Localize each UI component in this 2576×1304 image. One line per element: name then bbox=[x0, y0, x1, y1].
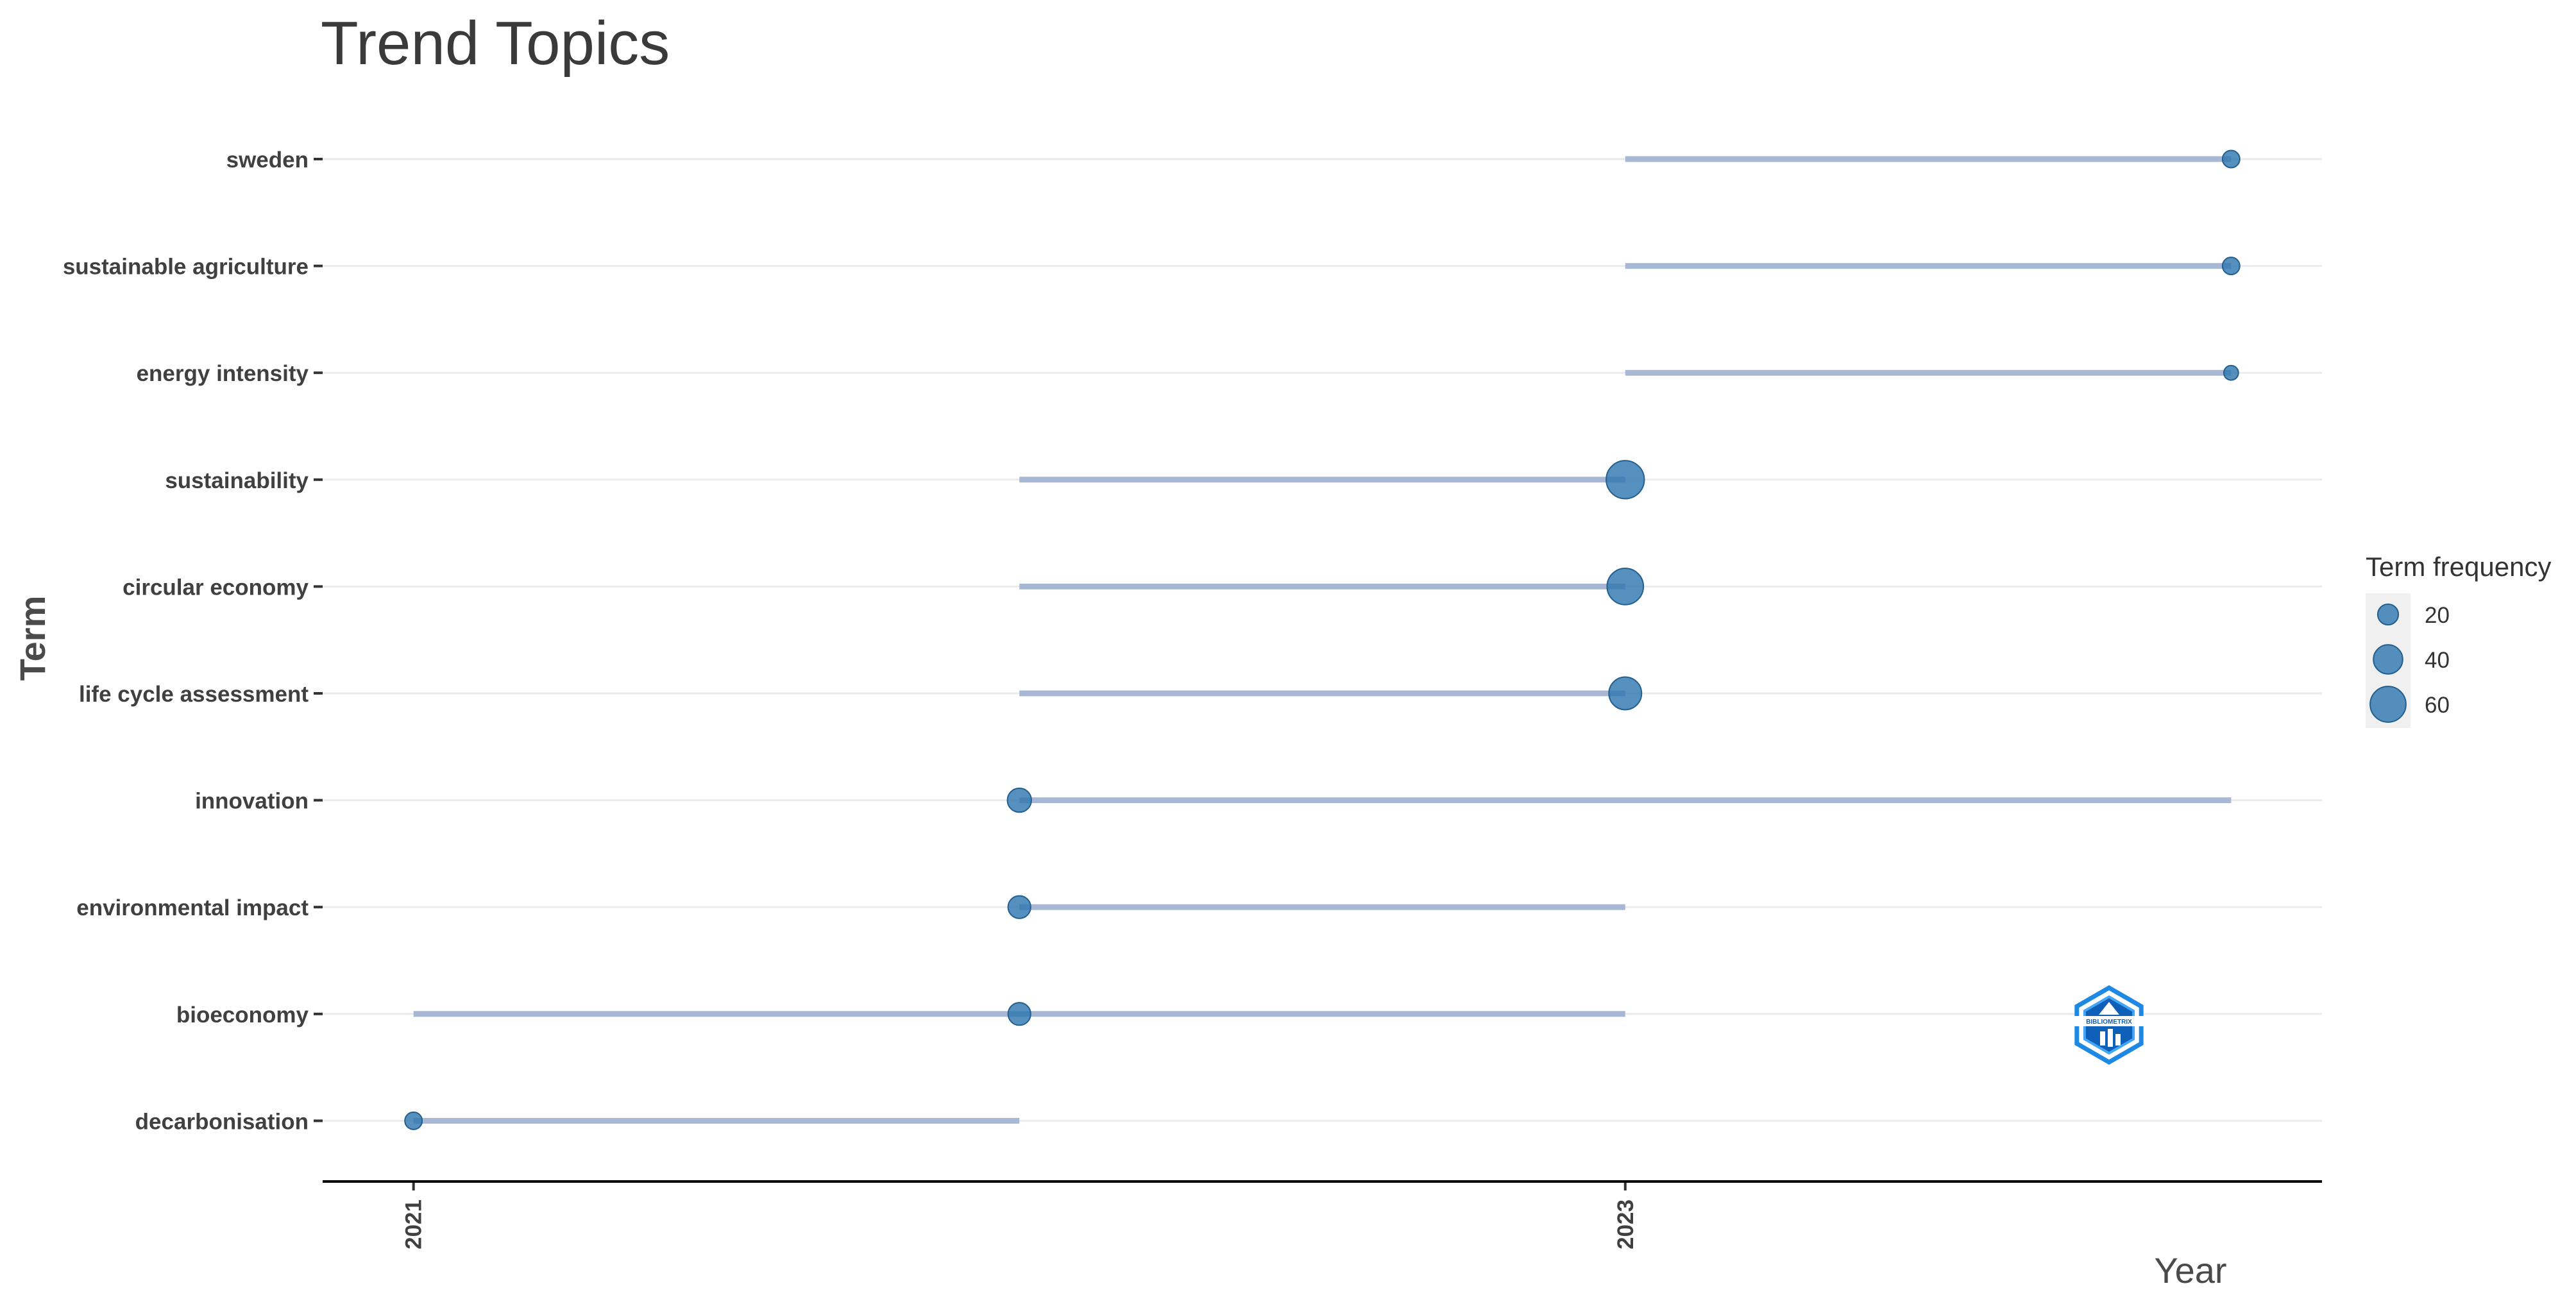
term-point bbox=[1007, 895, 1031, 919]
bibliometrix-logo: BIBLIOMETRIX bbox=[2074, 985, 2144, 1065]
legend-swatch bbox=[2377, 603, 2400, 626]
legend-swatch bbox=[2369, 686, 2407, 723]
y-tick-label: sustainability bbox=[165, 468, 309, 493]
term-point bbox=[2221, 257, 2241, 276]
legend-label: 40 bbox=[2425, 648, 2450, 673]
term-point bbox=[1606, 460, 1645, 500]
term-point bbox=[2221, 149, 2241, 169]
y-tick-label: bioeconomy bbox=[176, 1003, 309, 1028]
y-tick-label: environmental impact bbox=[76, 895, 309, 920]
y-tick-label: sweden bbox=[226, 148, 309, 173]
y-tick-label: life cycle assessment bbox=[79, 682, 309, 707]
term-point bbox=[1006, 787, 1032, 813]
chart-title: Trend Topics bbox=[321, 9, 670, 78]
term-point bbox=[404, 1111, 423, 1130]
term-point bbox=[1608, 676, 1643, 711]
legend-label: 20 bbox=[2425, 603, 2450, 628]
x-axis-ticks: 2021 2023 bbox=[402, 1181, 1638, 1249]
y-tick-label: innovation bbox=[195, 789, 309, 814]
logo-band bbox=[2074, 1016, 2144, 1026]
y-axis-title: Term bbox=[12, 596, 53, 681]
legend-title: Term frequency bbox=[2366, 552, 2551, 582]
x-tick-label: 2023 bbox=[1613, 1199, 1638, 1249]
y-tick-label: circular economy bbox=[123, 575, 309, 600]
logo-bar bbox=[2108, 1029, 2113, 1047]
y-tick-label: sustainable agriculture bbox=[63, 255, 309, 280]
x-tick-label: 2021 bbox=[402, 1199, 427, 1249]
grid-lines bbox=[323, 158, 2322, 1122]
y-tick-label: decarbonisation bbox=[135, 1109, 309, 1134]
points bbox=[404, 149, 2241, 1130]
legend-items: 20 40 60 bbox=[2369, 603, 2450, 723]
logo-roof-icon bbox=[2099, 1002, 2119, 1015]
y-axis-ticks: sweden sustainable agriculture energy inte… bbox=[63, 148, 323, 1134]
term-point bbox=[1007, 1002, 1031, 1026]
x-axis-title: Year bbox=[2154, 1250, 2226, 1291]
term-point bbox=[1606, 568, 1645, 605]
term-point bbox=[2223, 364, 2239, 381]
legend-label: 60 bbox=[2425, 693, 2450, 718]
legend-swatch bbox=[2373, 644, 2403, 675]
logo-bar bbox=[2100, 1031, 2105, 1046]
y-tick-label: energy intensity bbox=[137, 361, 309, 386]
logo-text: BIBLIOMETRIX bbox=[2086, 1019, 2132, 1026]
logo-bar bbox=[2115, 1034, 2121, 1046]
segments bbox=[413, 156, 2232, 1124]
legend: Term frequency 20 40 60 bbox=[2366, 552, 2551, 728]
